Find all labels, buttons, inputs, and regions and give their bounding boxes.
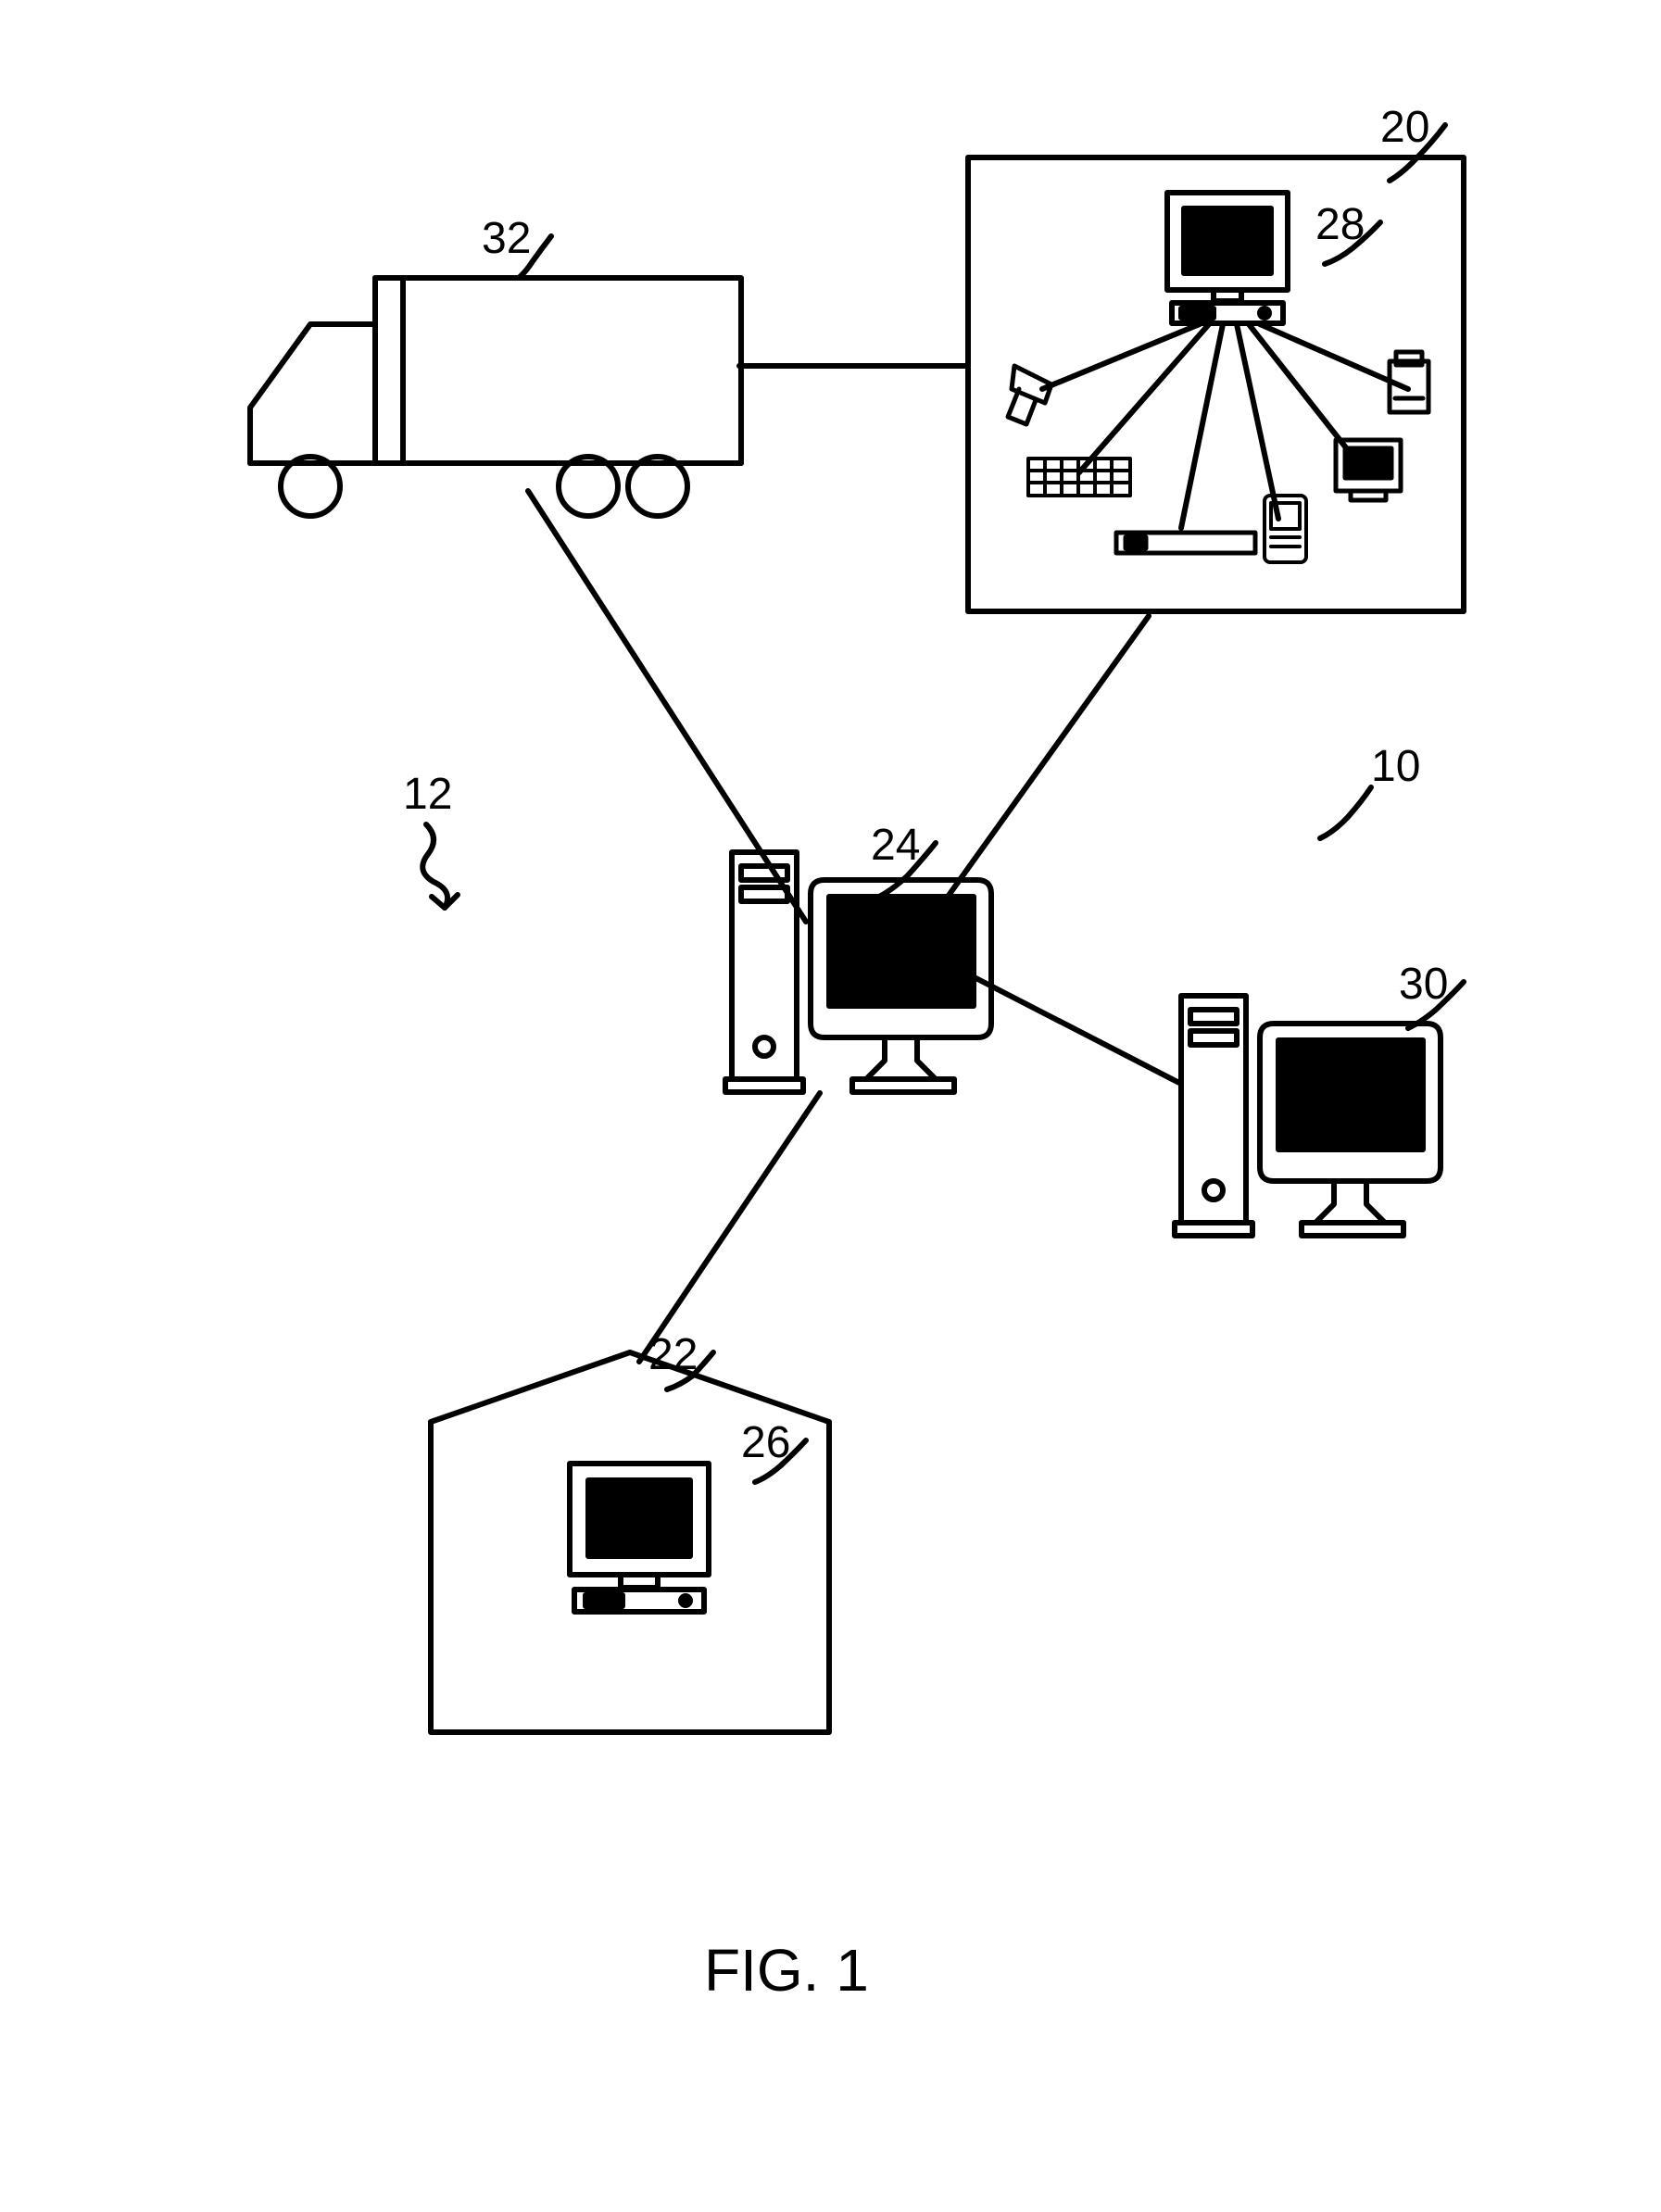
pos-box [968,157,1464,611]
small-monitor-icon [1336,440,1401,500]
edge-truck-central [528,491,806,922]
edge-central-house [639,1093,820,1362]
ref-22: 22 [648,1329,698,1380]
leader-10 [1320,787,1371,838]
ref-20: 20 [1380,102,1429,153]
ref-12: 12 [403,769,452,820]
edge-central-client [962,971,1181,1084]
house-icon [431,1352,829,1732]
handheld-icon [1265,496,1306,562]
house-pc-icon [570,1464,709,1612]
leader-12 [422,824,447,908]
keyboard-icon [1028,459,1130,496]
ref-32: 32 [482,213,531,264]
ref-24: 24 [871,820,920,871]
figure-caption: FIG. 1 [704,1936,869,2005]
ref-26: 26 [741,1417,790,1468]
scanner-icon [1008,366,1051,424]
ref-30: 30 [1399,959,1448,1010]
ref-28: 28 [1315,199,1365,250]
client-computer-icon [1175,996,1441,1236]
truck-icon [250,278,741,516]
ref-10: 10 [1371,741,1420,792]
flat-device-icon [1116,533,1255,553]
edge-posbox-central [943,616,1149,903]
figure-canvas: 32 20 28 24 10 12 30 22 26 FIG. 1 [0,0,1661,2212]
pos-pc-icon [1167,193,1288,323]
diagram-svg [0,0,1661,2212]
